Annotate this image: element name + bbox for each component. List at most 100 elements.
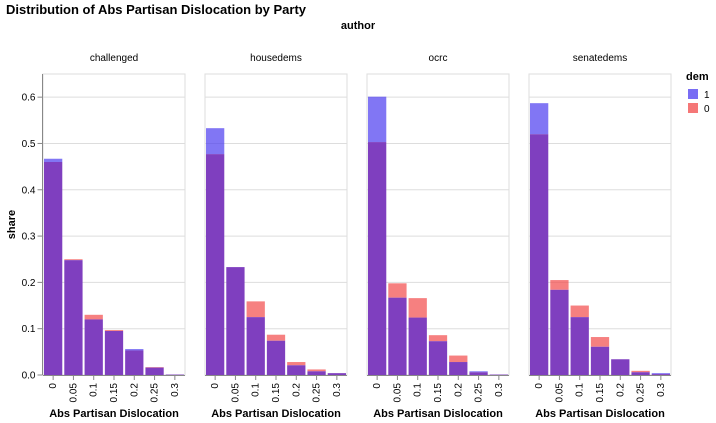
panel-senatedems-x-tick-label: 0: [534, 383, 545, 389]
legend-label-0: 0: [704, 104, 710, 115]
y-axis-title: share: [6, 210, 18, 239]
panel-housedems-bar-overlap: [287, 365, 306, 375]
panel-challenged-bar-overlap: [44, 161, 63, 375]
y-tick-label: 0.6: [22, 93, 36, 104]
panel-ocrc-bar-excess-dem1: [469, 371, 488, 373]
panel-housedems-x-tick-label: 0: [210, 383, 221, 389]
panel-challenged-label: challenged: [90, 53, 138, 64]
panel-ocrc-x-axis-title: Abs Partisan Dislocation: [373, 408, 503, 420]
panel-senatedems-x-axis-title: Abs Partisan Dislocation: [535, 408, 665, 420]
panel-housedems-bar-overlap: [246, 317, 265, 375]
panel-housedems-x-tick-label: 0.3: [332, 383, 343, 397]
panel-challenged-bar-overlap: [145, 367, 164, 375]
panel-housedems-x-tick-label: 0.05: [230, 383, 241, 403]
chart-title: Distribution of Abs Partisan Dislocation…: [6, 2, 307, 17]
panel-challenged-x-tick-label: 0.15: [109, 383, 120, 403]
panel-ocrc-x-tick-label: 0.3: [494, 383, 505, 397]
panel-ocrc-bar-overlap: [408, 317, 427, 375]
panel-housedems-bar-overlap: [327, 373, 346, 375]
y-tick-label: 0.1: [22, 324, 36, 335]
panel-senatedems-bar-overlap: [631, 372, 650, 375]
panel-challenged-bar-excess-dem1: [44, 158, 63, 162]
panel-senatedems-bar-excess-dem0: [570, 305, 589, 318]
panel-challenged-x-tick-label: 0.1: [89, 383, 100, 397]
panel-ocrc-bar-excess-dem0: [408, 298, 427, 318]
panel-ocrc-bar-overlap: [449, 362, 468, 375]
legend-title: dem: [686, 71, 709, 83]
panel-housedems-x-tick-label: 0.2: [291, 383, 302, 397]
panel-senatedems-bar-overlap: [550, 289, 569, 375]
panel-ocrc-bar-excess-dem0: [388, 283, 407, 298]
panel-challenged-x-tick-label: 0.25: [150, 383, 161, 403]
panel-challenged-x-tick-label: 0.3: [170, 383, 181, 397]
panel-ocrc-bar-excess-dem1: [368, 96, 387, 143]
panel-ocrc-bar-excess-dem0: [428, 335, 448, 342]
panel-senatedems-bar-excess-dem1: [530, 103, 549, 135]
panel-housedems-bar-excess-dem0: [307, 369, 326, 372]
panel-ocrc-x-tick-label: 0.1: [413, 383, 424, 397]
panel-challenged-bar-overlap: [64, 260, 83, 375]
panel-senatedems-x-tick-label: 0.15: [595, 383, 606, 403]
panel-senatedems-x-tick-label: 0.05: [554, 383, 565, 403]
panel-senatedems-bar-excess-dem0: [550, 280, 569, 290]
panel-senatedems-label: senatedems: [573, 53, 627, 64]
panel-ocrc-x-tick-label: 0.15: [433, 383, 444, 403]
panel-housedems-bar-excess-dem1: [206, 128, 225, 155]
panel-challenged-x-tick-label: 0: [48, 383, 59, 389]
panel-challenged-x-tick-label: 0.05: [68, 383, 79, 403]
panel-housedems-bar-excess-dem0: [287, 362, 306, 366]
panel-housedems-bar-overlap: [307, 371, 326, 375]
panel-housedems-x-tick-label: 0.1: [251, 383, 262, 397]
panel-challenged-bar-overlap: [84, 319, 103, 375]
panel-senatedems-bar-excess-dem0: [631, 370, 650, 373]
y-tick-label: 0.3: [22, 232, 36, 243]
panel-ocrc-bar-overlap: [469, 372, 488, 375]
panel-ocrc-x-tick-label: 0.25: [474, 383, 485, 403]
legend-label-1: 1: [704, 90, 710, 101]
panel-housedems-bar-overlap: [266, 340, 286, 375]
panel-senatedems-bar-overlap: [651, 374, 670, 375]
panel-challenged-x-tick-label: 0.2: [129, 383, 140, 397]
panel-senatedems-bar-excess-dem0: [590, 337, 610, 347]
y-tick-label: 0.5: [22, 139, 36, 150]
panel-ocrc-bar-overlap: [428, 341, 448, 375]
panel-ocrc-bar-overlap: [388, 297, 407, 375]
panel-senatedems-bar-overlap: [570, 317, 589, 375]
panel-senatedems-bar-overlap: [590, 346, 610, 375]
panel-challenged-bar-overlap: [104, 331, 124, 375]
y-tick-label: 0.4: [22, 185, 36, 196]
panel-challenged-bar-excess-dem1: [125, 349, 144, 351]
panel-housedems-x-tick-label: 0.25: [312, 383, 323, 403]
y-tick-label: 0.0: [22, 371, 36, 382]
panel-challenged-x-axis-title: Abs Partisan Dislocation: [49, 408, 179, 420]
panel-ocrc-bar-overlap: [368, 142, 387, 375]
panel-senatedems-bar-overlap: [611, 359, 630, 375]
panel-housedems-bar-overlap: [206, 154, 225, 375]
panel-senatedems-bar-overlap: [530, 134, 549, 375]
panel-senatedems-bar-excess-dem1: [651, 373, 670, 375]
panel-housedems-bar-excess-dem0: [266, 334, 286, 341]
panel-ocrc-label: ocrc: [429, 53, 448, 64]
panel-housedems-bar-excess-dem0: [246, 301, 265, 318]
panel-challenged-bar-excess-dem0: [64, 259, 83, 261]
panel-housedems-x-axis-title: Abs Partisan Dislocation: [211, 408, 341, 420]
panel-senatedems-x-tick-label: 0.2: [615, 383, 626, 397]
panel-ocrc-x-tick-label: 0: [372, 383, 383, 389]
panel-challenged-bar-overlap: [125, 350, 144, 375]
panel-senatedems-x-tick-label: 0.1: [575, 383, 586, 397]
panel-housedems-bar-overlap: [226, 267, 245, 375]
panel-challenged-bar-excess-dem0: [84, 314, 103, 320]
legend-swatch-1: [688, 89, 698, 99]
legend-swatch-0: [688, 103, 698, 113]
panel-ocrc-bar-excess-dem0: [449, 355, 468, 363]
panel-ocrc-x-tick-label: 0.2: [453, 383, 464, 397]
facet-field-label: author: [340, 20, 376, 32]
panel-senatedems-x-tick-label: 0.3: [656, 383, 667, 397]
panel-challenged-bar-excess-dem0: [104, 330, 124, 332]
panel-housedems-label: housedems: [250, 53, 302, 64]
y-tick-label: 0.2: [22, 278, 36, 289]
panel-senatedems-x-tick-label: 0.25: [636, 383, 647, 403]
panel-housedems-x-tick-label: 0.15: [271, 383, 282, 403]
panel-ocrc-x-tick-label: 0.05: [392, 383, 403, 403]
